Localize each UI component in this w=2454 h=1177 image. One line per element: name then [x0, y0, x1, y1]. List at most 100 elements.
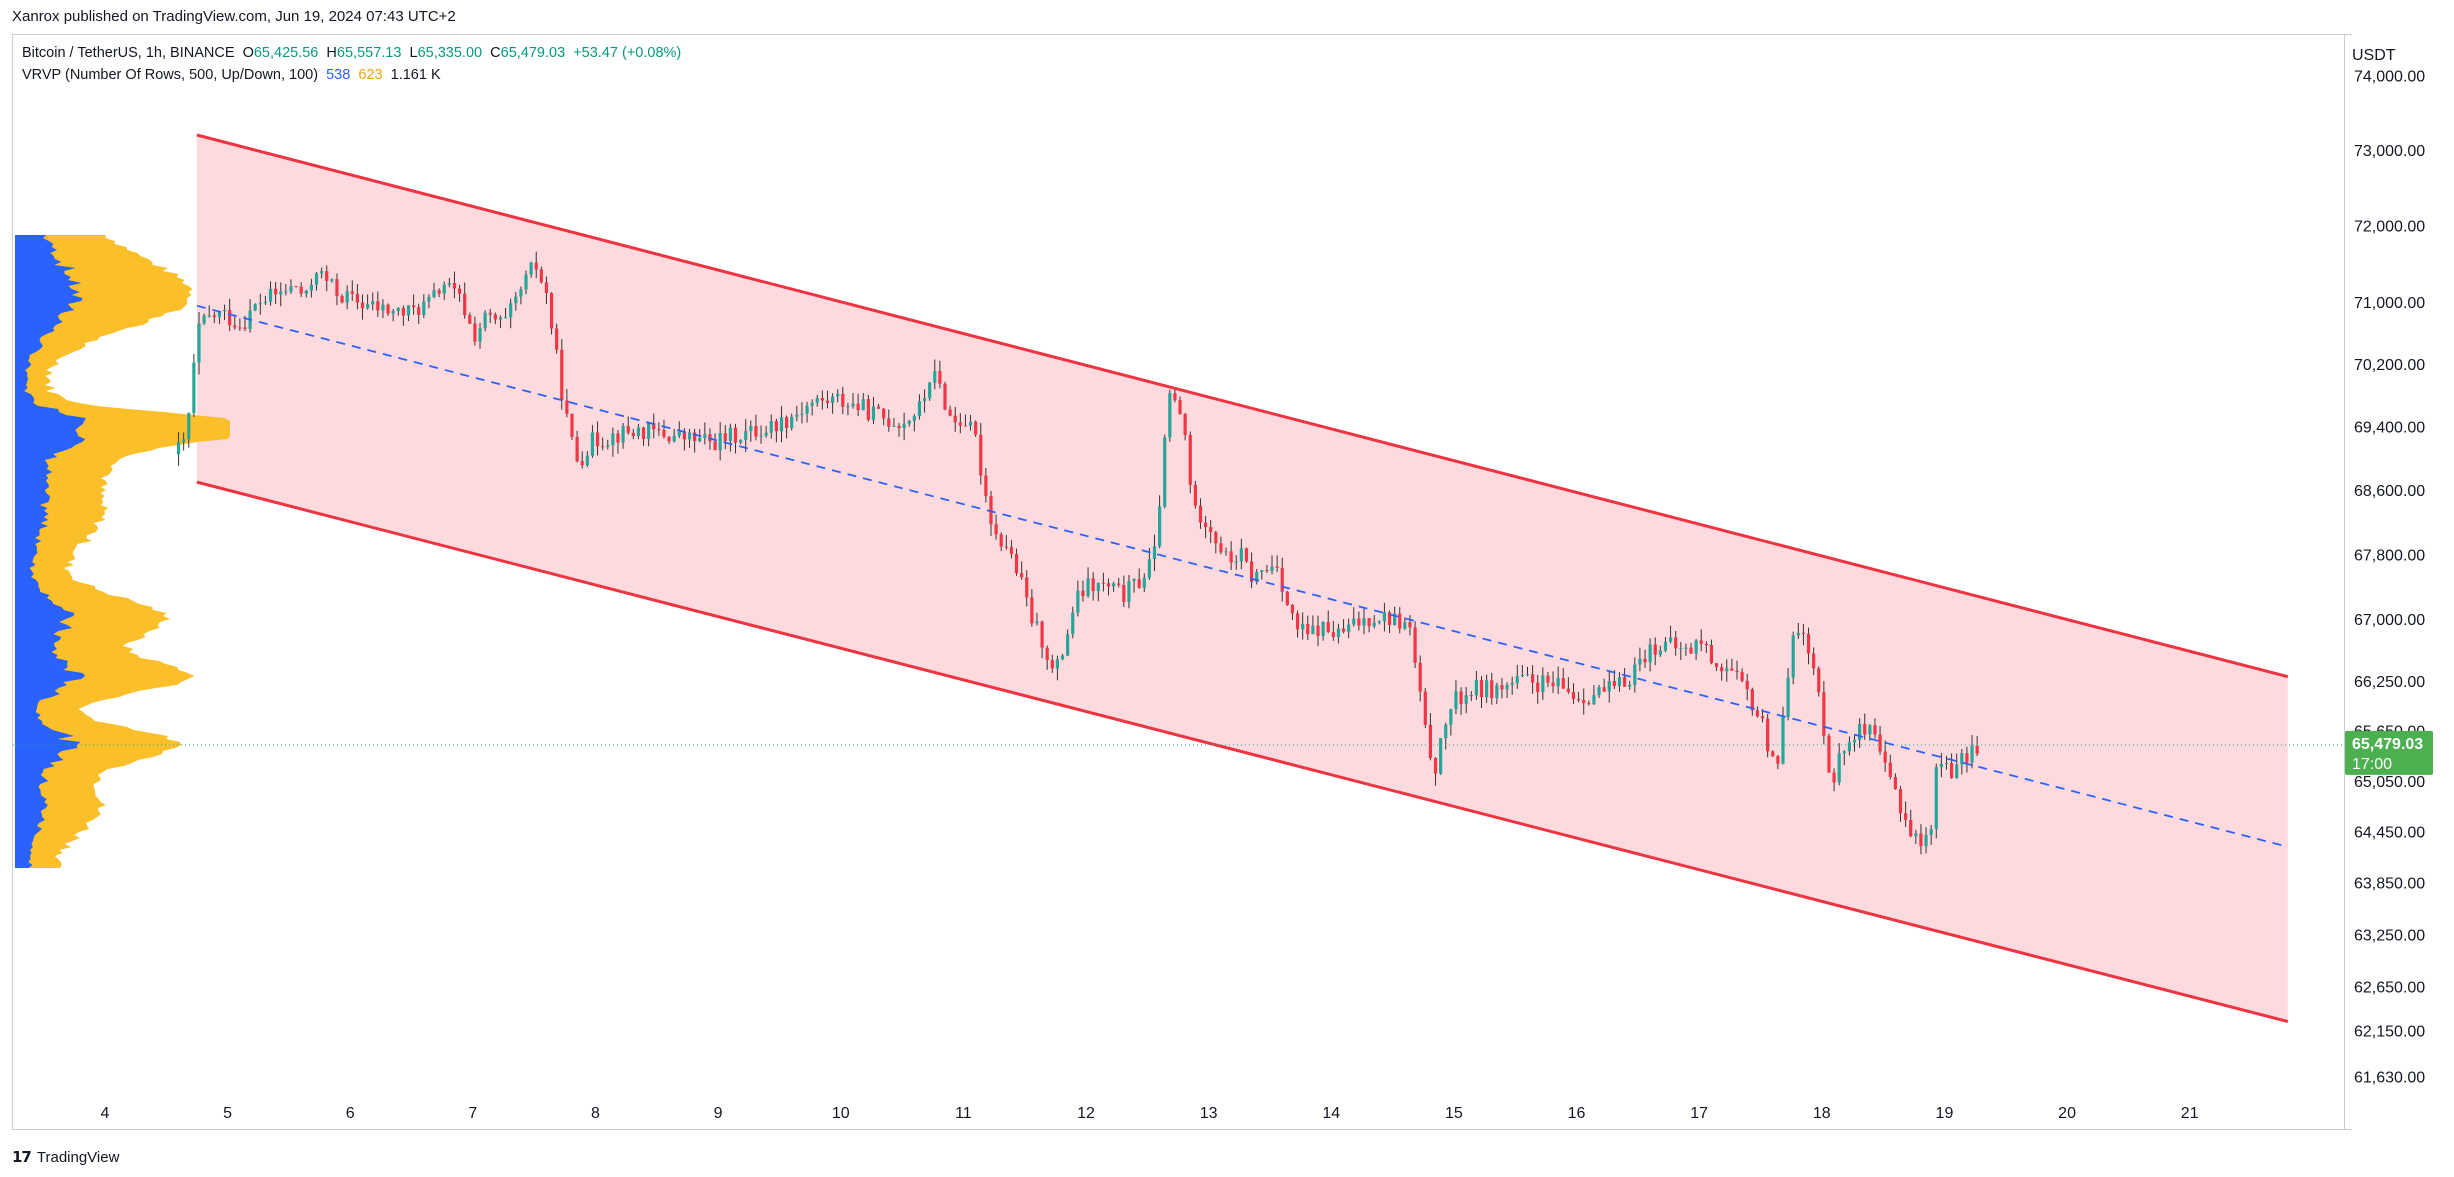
last-price-marker: 65,479.03 17:00	[13, 730, 2433, 775]
x-tick-label: 16	[1568, 1105, 1586, 1122]
candle-body	[805, 405, 809, 414]
candle-body	[1510, 683, 1514, 685]
candle-body	[1479, 679, 1484, 698]
open-label: O	[242, 45, 254, 61]
candle-body	[902, 423, 906, 429]
candle-body	[478, 328, 482, 342]
candle-body	[197, 323, 201, 363]
x-tick-label: 13	[1200, 1105, 1218, 1122]
candle-body	[713, 441, 717, 451]
candle-body	[1106, 583, 1111, 587]
candle-body	[1372, 622, 1376, 627]
candle-body	[1505, 684, 1509, 690]
candle-body	[1004, 546, 1008, 548]
x-tick-label: 12	[1077, 1105, 1095, 1122]
tradingview-brand[interactable]: 17 TradingView	[12, 1148, 119, 1166]
candle-body	[1050, 660, 1054, 669]
candle-body	[1408, 622, 1412, 628]
candle-body	[1188, 434, 1192, 485]
candle-body	[912, 416, 916, 421]
candle-body	[1382, 612, 1387, 622]
candle-body	[938, 371, 942, 384]
candle-body	[187, 413, 191, 440]
chart-pane[interactable]	[12, 34, 2352, 1130]
candle-body	[320, 271, 324, 274]
y-tick-label: 62,650.00	[2354, 980, 2425, 997]
candle-body	[534, 262, 538, 270]
x-axis-ticks: 4 5 6 7 8 9 10 11 12 13 14 15 16 17 18 19 20 21	[101, 1105, 2199, 1122]
candle-body	[795, 414, 799, 417]
x-tick-label: 8	[591, 1105, 600, 1122]
candle-body	[1617, 677, 1622, 687]
candle-body	[1403, 622, 1407, 629]
candle-body	[611, 433, 615, 446]
brand-label: TradingView	[36, 1148, 120, 1166]
candle-body	[1679, 648, 1683, 650]
candle-body	[1173, 393, 1177, 401]
candle-body	[958, 422, 962, 426]
candle-body	[1091, 578, 1095, 592]
candle-body	[1883, 751, 1887, 763]
x-tick-label: 7	[468, 1105, 477, 1122]
candle-body	[580, 461, 584, 466]
lower-channel-line	[196, 480, 2289, 1024]
candle-body	[468, 315, 472, 324]
candle-body	[626, 425, 630, 433]
candle-body	[463, 293, 467, 316]
x-tick-label: 14	[1322, 1105, 1340, 1122]
candle-body	[994, 524, 998, 535]
candle-body	[943, 383, 947, 410]
candle-body	[1960, 753, 1964, 765]
close-label: C	[490, 45, 501, 61]
candle-body	[1720, 667, 1724, 672]
candle-body	[1740, 672, 1744, 681]
axis-unit-label[interactable]: USDT	[2352, 47, 2396, 64]
candle-body	[1571, 692, 1576, 700]
candle-body	[1009, 547, 1014, 554]
candle-body	[268, 288, 273, 302]
chart-legend: Bitcoin / TetherUS, 1h, BINANCE O65,425.…	[22, 42, 681, 86]
candle-body	[616, 433, 620, 443]
candle-body	[1158, 506, 1162, 547]
candle-body	[1704, 643, 1708, 646]
candle-body	[1566, 688, 1570, 693]
candle-body	[503, 317, 508, 319]
candle-body	[381, 304, 385, 311]
candle-body	[1745, 680, 1749, 690]
candle-body	[1929, 829, 1933, 835]
candle-body	[427, 296, 431, 302]
price-axis[interactable]	[2344, 34, 2434, 1130]
candle-body	[192, 362, 196, 414]
candle-body	[1730, 668, 1734, 671]
candle-body	[217, 311, 222, 318]
candle-body	[350, 291, 354, 294]
candle-body	[330, 279, 334, 281]
vrvp-up-value: 538	[326, 67, 351, 83]
candle-body	[1485, 680, 1489, 698]
vrvp-label[interactable]: VRVP (Number Of Rows, 500, Up/Down, 100)	[22, 67, 319, 83]
candle-body	[825, 400, 830, 403]
change-value: +53.47 (+0.08%)	[573, 45, 682, 61]
candle-body	[1101, 582, 1105, 584]
candle-body	[1398, 613, 1402, 629]
y-tick-label: 64,450.00	[2354, 825, 2425, 842]
candle-body	[662, 430, 666, 437]
symbol-name[interactable]: Bitcoin / TetherUS, 1h, BINANCE	[22, 45, 235, 61]
candle-body	[1219, 543, 1223, 553]
candle-body	[1459, 691, 1463, 704]
candle-body	[989, 496, 993, 525]
candle-body	[718, 433, 722, 451]
candle-body	[1536, 682, 1540, 693]
candle-body	[575, 436, 579, 462]
candle-body	[1117, 583, 1121, 585]
candle-body	[1163, 437, 1167, 507]
candle-body	[764, 432, 768, 436]
candle-body	[1428, 724, 1433, 759]
candle-body	[1873, 725, 1877, 735]
candle-body	[1863, 723, 1867, 735]
candle-body	[539, 269, 543, 283]
candle-body	[1663, 641, 1668, 651]
candle-body	[366, 304, 370, 309]
candle-body	[498, 317, 503, 320]
